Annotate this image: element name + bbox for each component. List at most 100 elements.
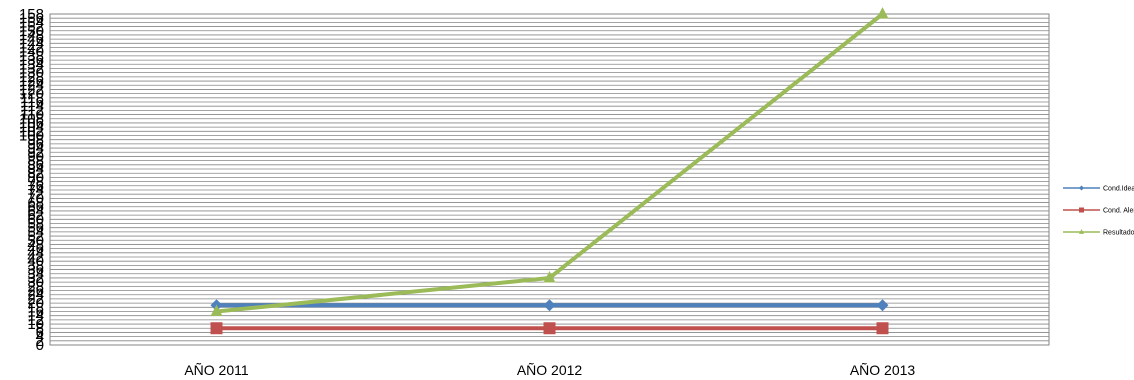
legend-marker-resultado — [1079, 229, 1084, 234]
y-tick-label: 154 — [19, 14, 44, 31]
data-point-resultado — [543, 271, 556, 283]
y-tick-label: 70 — [27, 190, 44, 207]
y-tick-label: 72 — [27, 186, 44, 203]
y-tick-label: 64 — [27, 203, 44, 220]
y-tick-label: 58 — [27, 215, 44, 232]
y-tick-label: 134 — [19, 56, 44, 73]
y-tick-label: 108 — [19, 111, 44, 128]
y-tick-label: 20 — [27, 295, 44, 312]
y-tick-label: 44 — [27, 245, 44, 262]
x-axis-ticks: AÑO 2011 AÑO 2012 AÑO 2013 — [184, 362, 915, 378]
y-tick-label: 94 — [27, 140, 44, 157]
y-tick-label: 126 — [19, 73, 44, 90]
y-tick-label: 116 — [20, 94, 44, 111]
y-tick-label: 74 — [27, 182, 44, 199]
x-tick-label: AÑO 2011 — [184, 362, 249, 378]
y-axis-ticks: 0246810121416182022242628303234363840424… — [19, 6, 44, 354]
y-tick-label: 0 — [36, 337, 44, 354]
y-tick-label: 36 — [27, 262, 44, 279]
y-tick-label: 132 — [19, 60, 44, 77]
data-point-cond-ideal — [876, 299, 889, 312]
y-tick-label: 90 — [27, 148, 44, 165]
y-tick-label: 48 — [27, 236, 44, 253]
plot-area — [49, 13, 1050, 346]
legend-label-cond-ideal: Cond.Ideal — [1103, 186, 1134, 193]
y-tick-label: 24 — [27, 287, 44, 304]
y-tick-label: 2 — [36, 333, 44, 350]
y-tick-label: 146 — [19, 31, 44, 48]
y-tick-label: 98 — [27, 132, 44, 149]
y-tick-label: 50 — [27, 232, 44, 249]
y-tick-label: 114 — [20, 98, 44, 115]
y-tick-label: 150 — [19, 23, 44, 40]
y-tick-label: 104 — [19, 119, 44, 136]
y-tick-label: 144 — [19, 35, 44, 52]
y-tick-label: 62 — [27, 207, 44, 224]
y-tick-label: 78 — [27, 174, 44, 191]
y-tick-label: 130 — [19, 65, 44, 82]
y-tick-label: 106 — [19, 115, 44, 132]
y-tick-label: 112 — [20, 102, 44, 119]
legend-marker-cond-ideal — [1079, 185, 1084, 191]
y-tick-label: 56 — [27, 220, 44, 237]
x-tick-label: AÑO 2013 — [850, 362, 916, 378]
y-tick-label: 118 — [20, 90, 44, 107]
y-tick-label: 12 — [27, 312, 44, 329]
y-tick-label: 30 — [27, 274, 44, 291]
y-tick-label: 26 — [27, 283, 44, 300]
y-tick-label: 110 — [20, 107, 44, 124]
y-tick-label: 38 — [27, 257, 44, 274]
data-point-cond-ideal — [543, 299, 556, 312]
y-tick-label: 156 — [19, 10, 44, 27]
data-point-resultado — [876, 7, 889, 19]
y-tick-label: 28 — [27, 278, 44, 295]
y-tick-label: 42 — [27, 249, 44, 266]
y-tick-label: 6 — [36, 324, 44, 341]
y-tick-label: 122 — [19, 81, 44, 98]
y-tick-label: 140 — [19, 44, 44, 61]
y-tick-label: 76 — [27, 178, 44, 195]
y-tick-label: 102 — [19, 123, 44, 140]
data-point-cond-alerta — [210, 322, 223, 335]
y-tick-label: 96 — [27, 136, 44, 153]
data-point-resultado — [210, 304, 223, 316]
y-tick-label: 120 — [19, 86, 44, 103]
y-tick-label: 54 — [27, 224, 44, 241]
data-point-cond-alerta — [543, 322, 556, 335]
y-tick-label: 88 — [27, 153, 44, 170]
legend-marker-cond-alerta — [1079, 207, 1084, 213]
y-tick-label: 124 — [19, 77, 44, 94]
y-tick-label: 16 — [27, 303, 44, 320]
y-tick-label: 52 — [27, 228, 44, 245]
y-tick-label: 148 — [19, 27, 44, 44]
y-tick-label: 92 — [27, 144, 44, 161]
y-tick-label: 34 — [27, 266, 44, 283]
data-point-cond-alerta — [876, 322, 889, 335]
y-tick-label: 14 — [27, 308, 44, 325]
y-tick-label: 8 — [36, 320, 44, 337]
y-tick-label: 138 — [19, 48, 44, 65]
y-tick-label: 136 — [19, 52, 44, 69]
y-tick-label: 40 — [27, 253, 44, 270]
y-tick-label: 60 — [27, 211, 44, 228]
y-tick-label: 158 — [19, 6, 44, 23]
y-tick-label: 82 — [27, 165, 44, 182]
y-tick-label: 84 — [27, 161, 44, 178]
y-tick-label: 128 — [19, 69, 44, 86]
y-tick-label: 152 — [19, 19, 44, 36]
y-tick-label: 22 — [27, 291, 44, 308]
y-tick-label: 46 — [27, 241, 44, 258]
y-tick-label: 32 — [27, 270, 44, 287]
x-tick-label: AÑO 2012 — [517, 362, 583, 378]
y-tick-label: 10 — [27, 316, 44, 333]
series-lines — [210, 7, 889, 335]
legend: Cond.Ideal Cond. Alerta Resultado — [1063, 185, 1134, 237]
y-tick-label: 100 — [19, 128, 44, 145]
legend-label-cond-alerta: Cond. Alerta — [1103, 208, 1134, 215]
y-tick-label: 68 — [27, 195, 44, 212]
y-tick-label: 66 — [27, 199, 44, 216]
y-tick-label: 80 — [27, 169, 44, 186]
y-tick-label: 142 — [19, 40, 44, 57]
